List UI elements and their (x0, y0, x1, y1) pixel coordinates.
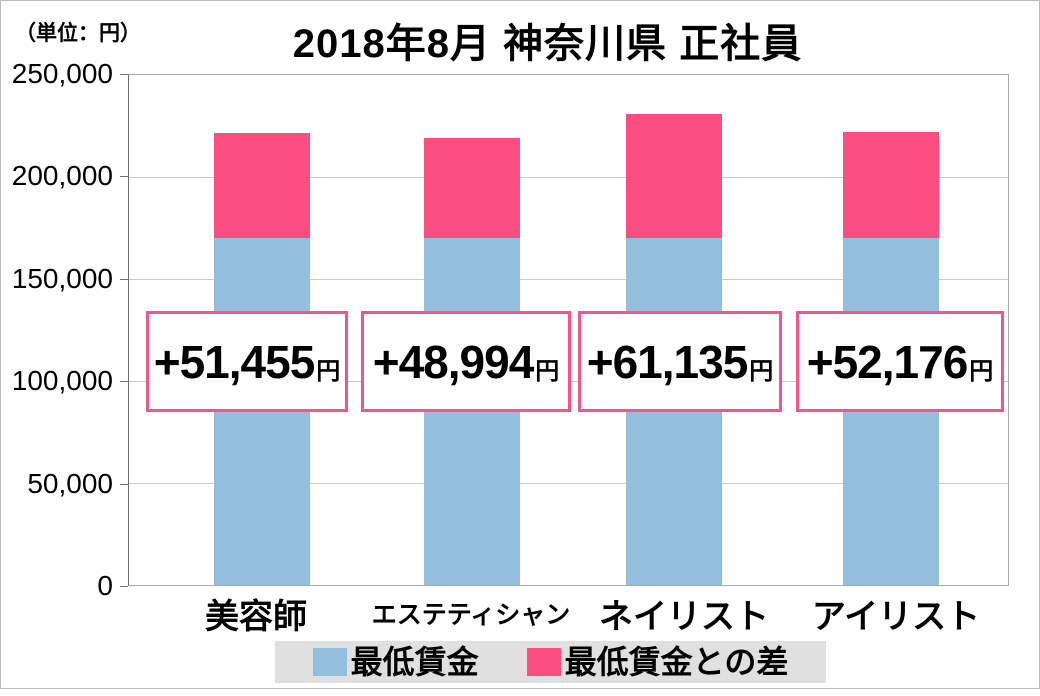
value-label: +52,176 (806, 335, 969, 388)
y-tick (120, 279, 128, 280)
y-axis-label: 200,000 (11, 160, 113, 191)
yen-suffix: 円 (316, 358, 341, 385)
bar-segment-difference (424, 138, 520, 239)
value-label: +51,455 (153, 335, 316, 388)
gridline-150000 (129, 279, 1008, 280)
y-tick (120, 484, 128, 485)
bar-segment-difference (843, 131, 939, 239)
value-label-box: +48,994 円 (361, 311, 571, 412)
y-tick (120, 176, 128, 177)
yen-suffix: 円 (535, 358, 560, 385)
legend-label: 最低賃金 (350, 644, 479, 680)
y-tick (120, 74, 128, 75)
x-axis-label-nailist: ネイリスト (599, 598, 769, 636)
legend-item-minimum-wage: 最低賃金 (312, 641, 479, 683)
gridline-50000 (129, 483, 1008, 484)
y-axis-label: 100,000 (11, 365, 113, 396)
gridline-200000 (129, 177, 1008, 178)
bar-segment-difference (626, 113, 722, 239)
y-axis-label: 50,000 (27, 468, 113, 499)
y-tick (120, 381, 128, 382)
x-axis-label-biyoshi: 美容師 (205, 598, 307, 636)
legend-swatch-blue-icon (312, 648, 347, 676)
yen-suffix: 円 (969, 358, 994, 385)
value-label-box: +61,135 円 (578, 311, 782, 412)
y-tick (120, 586, 128, 587)
y-axis-label: 0 (97, 570, 113, 601)
unit-label: （単位：円） (15, 22, 141, 45)
bar-segment-difference (214, 133, 310, 239)
legend-item-difference: 最低賃金との差 (526, 641, 789, 683)
legend: 最低賃金 最低賃金との差 (275, 641, 826, 683)
x-axis-label-eyelist: アイリスト (811, 598, 981, 636)
legend-swatch-pink-icon (526, 648, 561, 676)
y-axis-label: 250,000 (11, 58, 113, 89)
value-label: +48,994 (372, 335, 535, 388)
yen-suffix: 円 (749, 358, 774, 385)
value-label-box: +51,455 円 (146, 311, 348, 412)
y-axis-label: 150,000 (11, 263, 113, 294)
x-axis-label-esthetician: エステティシャン (371, 601, 571, 629)
chart-title: 2018年8月 神奈川県 正社員 (292, 22, 803, 66)
value-label-box: +52,176 円 (796, 311, 1004, 412)
legend-label: 最低賃金との差 (564, 644, 789, 680)
value-label: +61,135 (586, 335, 749, 388)
